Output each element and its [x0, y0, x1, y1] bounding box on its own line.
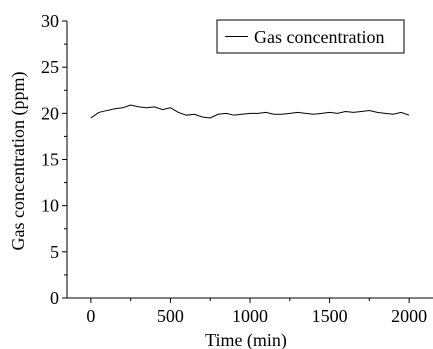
x-tick-label: 0 — [86, 306, 95, 326]
y-tick-label: 25 — [41, 57, 59, 77]
x-tick-label: 1500 — [312, 306, 348, 326]
y-axis-title: Gas concentration (ppm) — [8, 72, 29, 251]
legend-box — [216, 19, 405, 54]
x-axis-title: Time (min) — [205, 330, 287, 349]
gas-concentration-line — [90, 104, 410, 119]
ticks-layer: 0 5 10 15 20 25 30 0 500 1000 1500 2000 — [41, 11, 427, 326]
x-tick-label: 1000 — [232, 306, 268, 326]
y-tick-label: 0 — [50, 288, 59, 308]
y-tick-label: 30 — [41, 11, 59, 31]
axes-layer — [66, 21, 433, 299]
x-tick-label: 2000 — [391, 306, 427, 326]
legend-layer — [216, 19, 405, 54]
series-layer — [90, 104, 410, 119]
y-tick-label: 10 — [41, 196, 59, 216]
legend-label: Gas concentration — [254, 27, 384, 47]
y-tick-label: 20 — [41, 103, 59, 123]
y-tick-label: 15 — [41, 150, 59, 170]
y-tick-label: 5 — [50, 242, 59, 262]
x-tick-label: 500 — [157, 306, 184, 326]
